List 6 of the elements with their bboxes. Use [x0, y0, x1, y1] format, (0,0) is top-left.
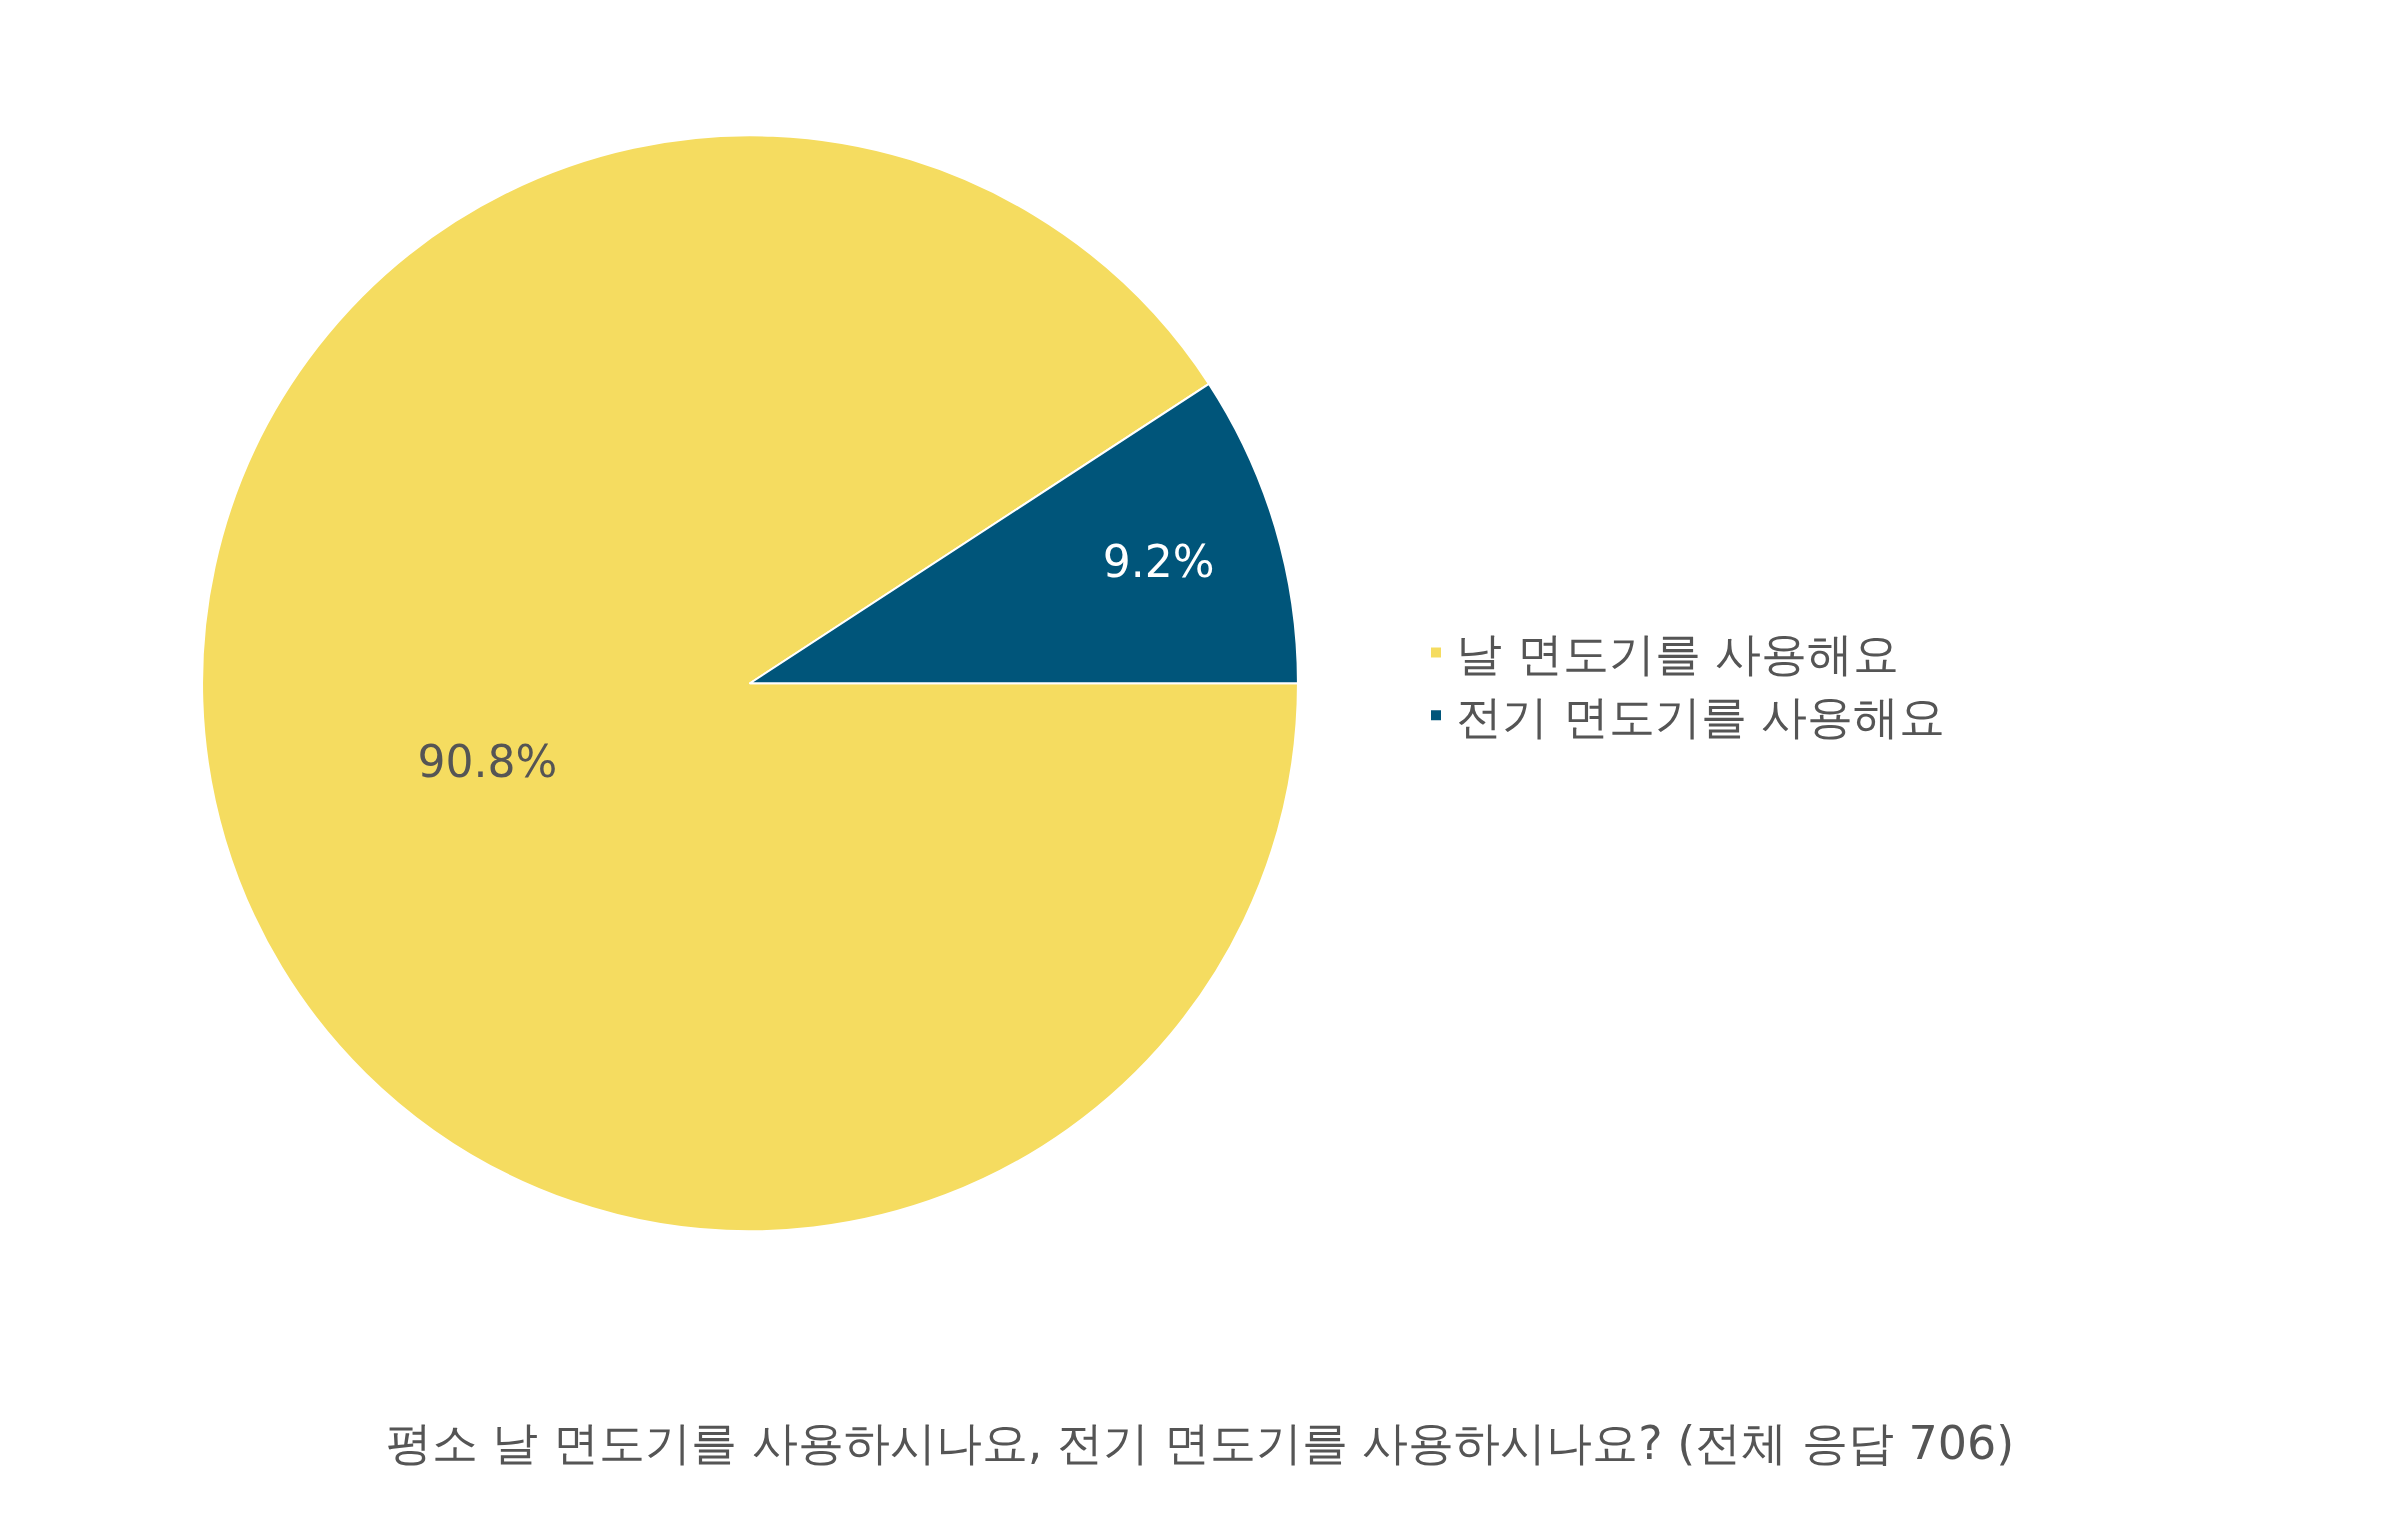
data-label: 9.2%	[1102, 536, 1215, 588]
legend-label: 날 면도기를 사용해요	[1456, 627, 1900, 682]
text: 평소 날 면도기를 사용하시나요, 전기 면도기를 사용하시나요? (전체 응답 706)	[385, 1416, 2015, 1471]
data-label: 90.8%	[417, 735, 558, 787]
pie-slice	[201, 134, 1299, 1233]
legend-label: 전기 면도기를 사용해요	[1456, 690, 1946, 745]
